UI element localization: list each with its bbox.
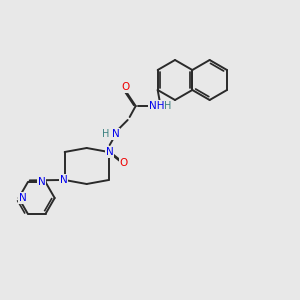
Text: N: N	[60, 175, 68, 185]
Text: N: N	[106, 147, 114, 157]
Text: H: H	[164, 101, 171, 111]
Text: O: O	[122, 82, 130, 92]
Text: N: N	[112, 129, 120, 139]
Text: N: N	[38, 177, 46, 188]
Text: N: N	[19, 193, 27, 203]
Text: H: H	[102, 129, 110, 139]
Text: O: O	[120, 158, 128, 168]
Text: NH: NH	[149, 101, 164, 111]
